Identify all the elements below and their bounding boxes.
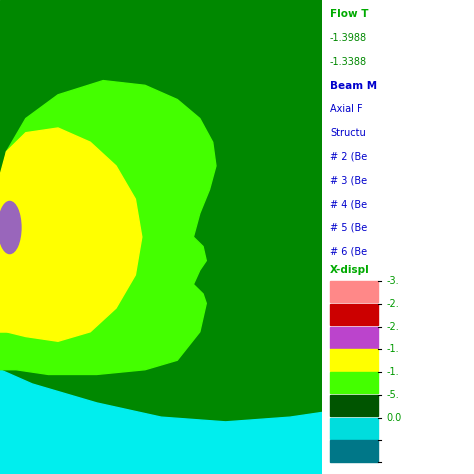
- Text: -2.: -2.: [386, 299, 399, 309]
- Text: Flow T: Flow T: [330, 9, 368, 19]
- Text: Beam M: Beam M: [330, 81, 377, 91]
- Text: X-displ: X-displ: [330, 265, 370, 275]
- Polygon shape: [0, 128, 142, 341]
- Text: -1.3988: -1.3988: [330, 33, 367, 43]
- Text: # 2 (Be: # 2 (Be: [330, 152, 367, 162]
- Text: -5.: -5.: [386, 390, 399, 400]
- Text: Structu: Structu: [330, 128, 365, 138]
- Text: -2.: -2.: [386, 321, 399, 332]
- Polygon shape: [0, 81, 216, 374]
- Text: # 4 (Be: # 4 (Be: [330, 199, 367, 209]
- Polygon shape: [0, 370, 322, 474]
- Ellipse shape: [0, 201, 21, 254]
- Bar: [330, 327, 378, 348]
- Text: # 5 (Be: # 5 (Be: [330, 223, 367, 233]
- Bar: [330, 281, 378, 302]
- Text: # 3 (Be: # 3 (Be: [330, 175, 367, 185]
- Bar: [330, 372, 378, 393]
- Text: -1.: -1.: [386, 367, 399, 377]
- Bar: [330, 440, 378, 462]
- Bar: [330, 304, 378, 325]
- Text: Contou: Contou: [330, 440, 372, 450]
- Polygon shape: [0, 294, 84, 332]
- Bar: [330, 349, 378, 371]
- Text: # 6 (Be: # 6 (Be: [330, 246, 367, 256]
- Text: Axial F: Axial F: [330, 104, 363, 114]
- Text: -1.: -1.: [386, 344, 399, 355]
- Text: -1.3388: -1.3388: [330, 57, 367, 67]
- Bar: [330, 418, 378, 439]
- Text: 0.0: 0.0: [386, 412, 401, 423]
- Text: -3.: -3.: [386, 276, 399, 286]
- Bar: [330, 395, 378, 416]
